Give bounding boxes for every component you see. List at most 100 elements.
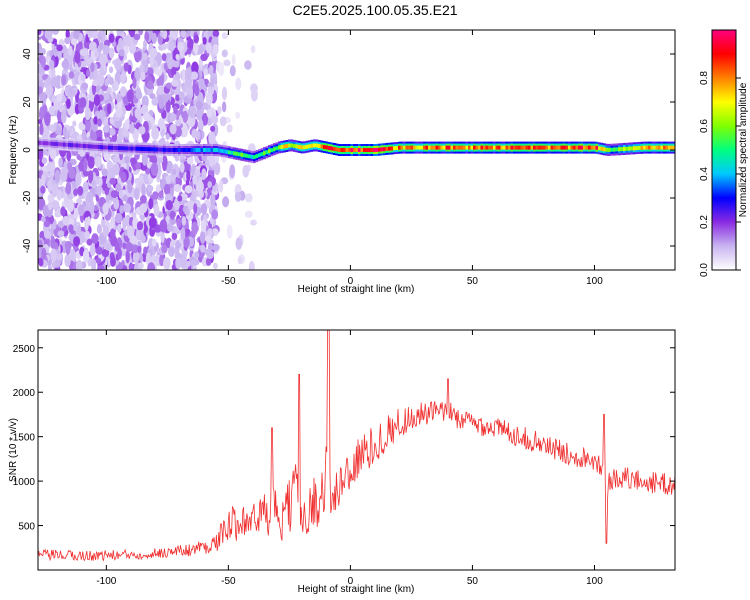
spectrogram-band-core (635, 146, 639, 151)
spectrogram-noise-cell (118, 189, 123, 199)
spectrogram-noise-cell (101, 248, 110, 258)
spectrogram-noise-cell (66, 150, 72, 162)
colorbar: 0.0 0.2 0.4 0.6 0.8 Normalized spectral ampl… (699, 29, 749, 277)
spectrogram-band-core (408, 145, 411, 150)
spectrogram-band-core (390, 146, 394, 151)
spectrogram-noise-cell (133, 187, 140, 200)
spectrogram-noise-cell (88, 170, 94, 184)
spectrogram-noise-cell (218, 180, 224, 193)
spectrogram-band-core (243, 153, 246, 158)
spectrogram-noise-cell (137, 262, 144, 270)
spectrogram-noise-cell (117, 127, 125, 141)
spectrogram-noise-cell (38, 148, 44, 160)
spectrogram-noise-cell (104, 39, 111, 47)
spectrogram-noise-cell (38, 247, 43, 259)
spectrogram-band-core (308, 144, 311, 149)
spectrogram-center-band (38, 136, 675, 164)
spectrogram-band-core (145, 147, 149, 152)
spectrogram-noise-cell (173, 105, 178, 115)
spectrogram-band-core (458, 145, 461, 150)
spectrogram-band-core (60, 142, 64, 147)
spectrogram-band-core (425, 145, 429, 150)
spectrogram-noise-cell (139, 203, 148, 214)
spectrogram-band-core (555, 145, 559, 150)
spectrogram-noise-cell (80, 73, 86, 82)
spectrogram-noise-cell (69, 249, 77, 263)
spectrogram-band-core (588, 145, 591, 150)
spectrogram-noise-cell (139, 64, 145, 74)
spectrogram-noise-cell (158, 190, 164, 199)
spectrogram-band-core (270, 148, 274, 153)
spectrogram-noise-cell (166, 223, 174, 232)
spectrogram-noise-cell (76, 224, 82, 239)
spectrogram-band-core (505, 145, 509, 150)
spectrogram-noise-cell (171, 79, 179, 87)
spectrogram-noise-cell (83, 157, 88, 171)
spectrogram-band-core (630, 146, 634, 151)
spectrogram-band-core (125, 146, 129, 151)
spectrogram-x-tick-label: -50 (221, 276, 236, 287)
spectrogram-noise-cell (130, 157, 137, 165)
spectrogram-noise-cell (201, 168, 207, 180)
spectrogram-band-core (313, 143, 316, 148)
spectrogram-noise-cell (118, 37, 124, 50)
spectrogram-band-core (410, 145, 414, 150)
spectrogram-noise-cell (111, 80, 119, 92)
spectrogram-noise-cell (151, 238, 157, 247)
colorbar-label: Normalized spectral amplitude (738, 82, 749, 217)
spectrogram-noise-cell (92, 79, 100, 87)
spectrogram-noise-cell (169, 210, 176, 218)
spectrogram-noise-cell (104, 78, 109, 87)
spectrogram-noise-cell (123, 194, 128, 202)
spectrogram-noise-cell (51, 183, 59, 198)
spectrogram-noise-cell (157, 118, 165, 131)
spectrogram-noise-cell (114, 241, 120, 252)
spectrogram-band-core (350, 148, 354, 152)
spectrogram-noise-cell (211, 36, 219, 44)
spectrogram-band-core (198, 148, 201, 152)
spectrogram-noise-cell (235, 237, 243, 250)
spectrogram-band-core (593, 145, 596, 150)
spectrogram-band-core (155, 147, 159, 152)
spectrogram-band-core (248, 154, 251, 159)
spectrogram-noise-cell (50, 248, 58, 262)
spectrogram-band-core (338, 148, 341, 152)
spectrogram-band-core (498, 145, 501, 150)
spectrogram-noise-cell (140, 234, 146, 244)
spectrogram-noise-cell (93, 205, 99, 212)
spectrogram-band-core (205, 148, 209, 152)
spectrogram-noise-cell (153, 204, 160, 217)
spectrogram-noise-cell (109, 66, 114, 74)
spectrogram-noise-cell (73, 188, 78, 196)
spectrogram-noise-cell (235, 111, 241, 119)
spectrogram-noise-cell (38, 258, 44, 267)
spectrogram-noise-cell (226, 224, 233, 239)
spectrogram-noise-cell (81, 82, 89, 90)
spectrogram-noise-cell (113, 155, 119, 164)
spectrogram-band-core (220, 148, 224, 153)
spectrogram-noise-cell (181, 111, 187, 119)
spectrogram-noise-cell (143, 246, 148, 256)
spectrogram-band-core (573, 145, 576, 150)
spectrogram-noise-cell (67, 162, 73, 171)
spectrogram-noise-cell (242, 165, 250, 178)
spectrogram-band-core (158, 147, 161, 152)
spectrogram-noise-cell (73, 236, 81, 247)
spectrogram-noise-cell (108, 76, 115, 86)
spectrogram-band-core (398, 145, 401, 150)
spectrogram-band-core (393, 146, 396, 151)
spectrogram-band-core (173, 148, 176, 152)
spectrogram-band-core (553, 145, 556, 150)
spectrogram-band-core (520, 145, 524, 150)
spectrogram-noise-cell (186, 47, 192, 55)
spectrogram-band-core (153, 147, 156, 152)
spectrogram-noise-cell (218, 62, 225, 77)
spectrogram-band-core (143, 147, 146, 151)
spectrogram-noise-cell (212, 243, 220, 252)
spectrogram-noise-cell (138, 30, 144, 36)
spectrogram-noise-cell (167, 58, 174, 70)
spectrogram-noise-cell (39, 48, 46, 55)
spectrogram-band-core (658, 145, 661, 150)
spectrogram-noise-cell (51, 76, 59, 88)
spectrogram-band-core (623, 146, 626, 151)
